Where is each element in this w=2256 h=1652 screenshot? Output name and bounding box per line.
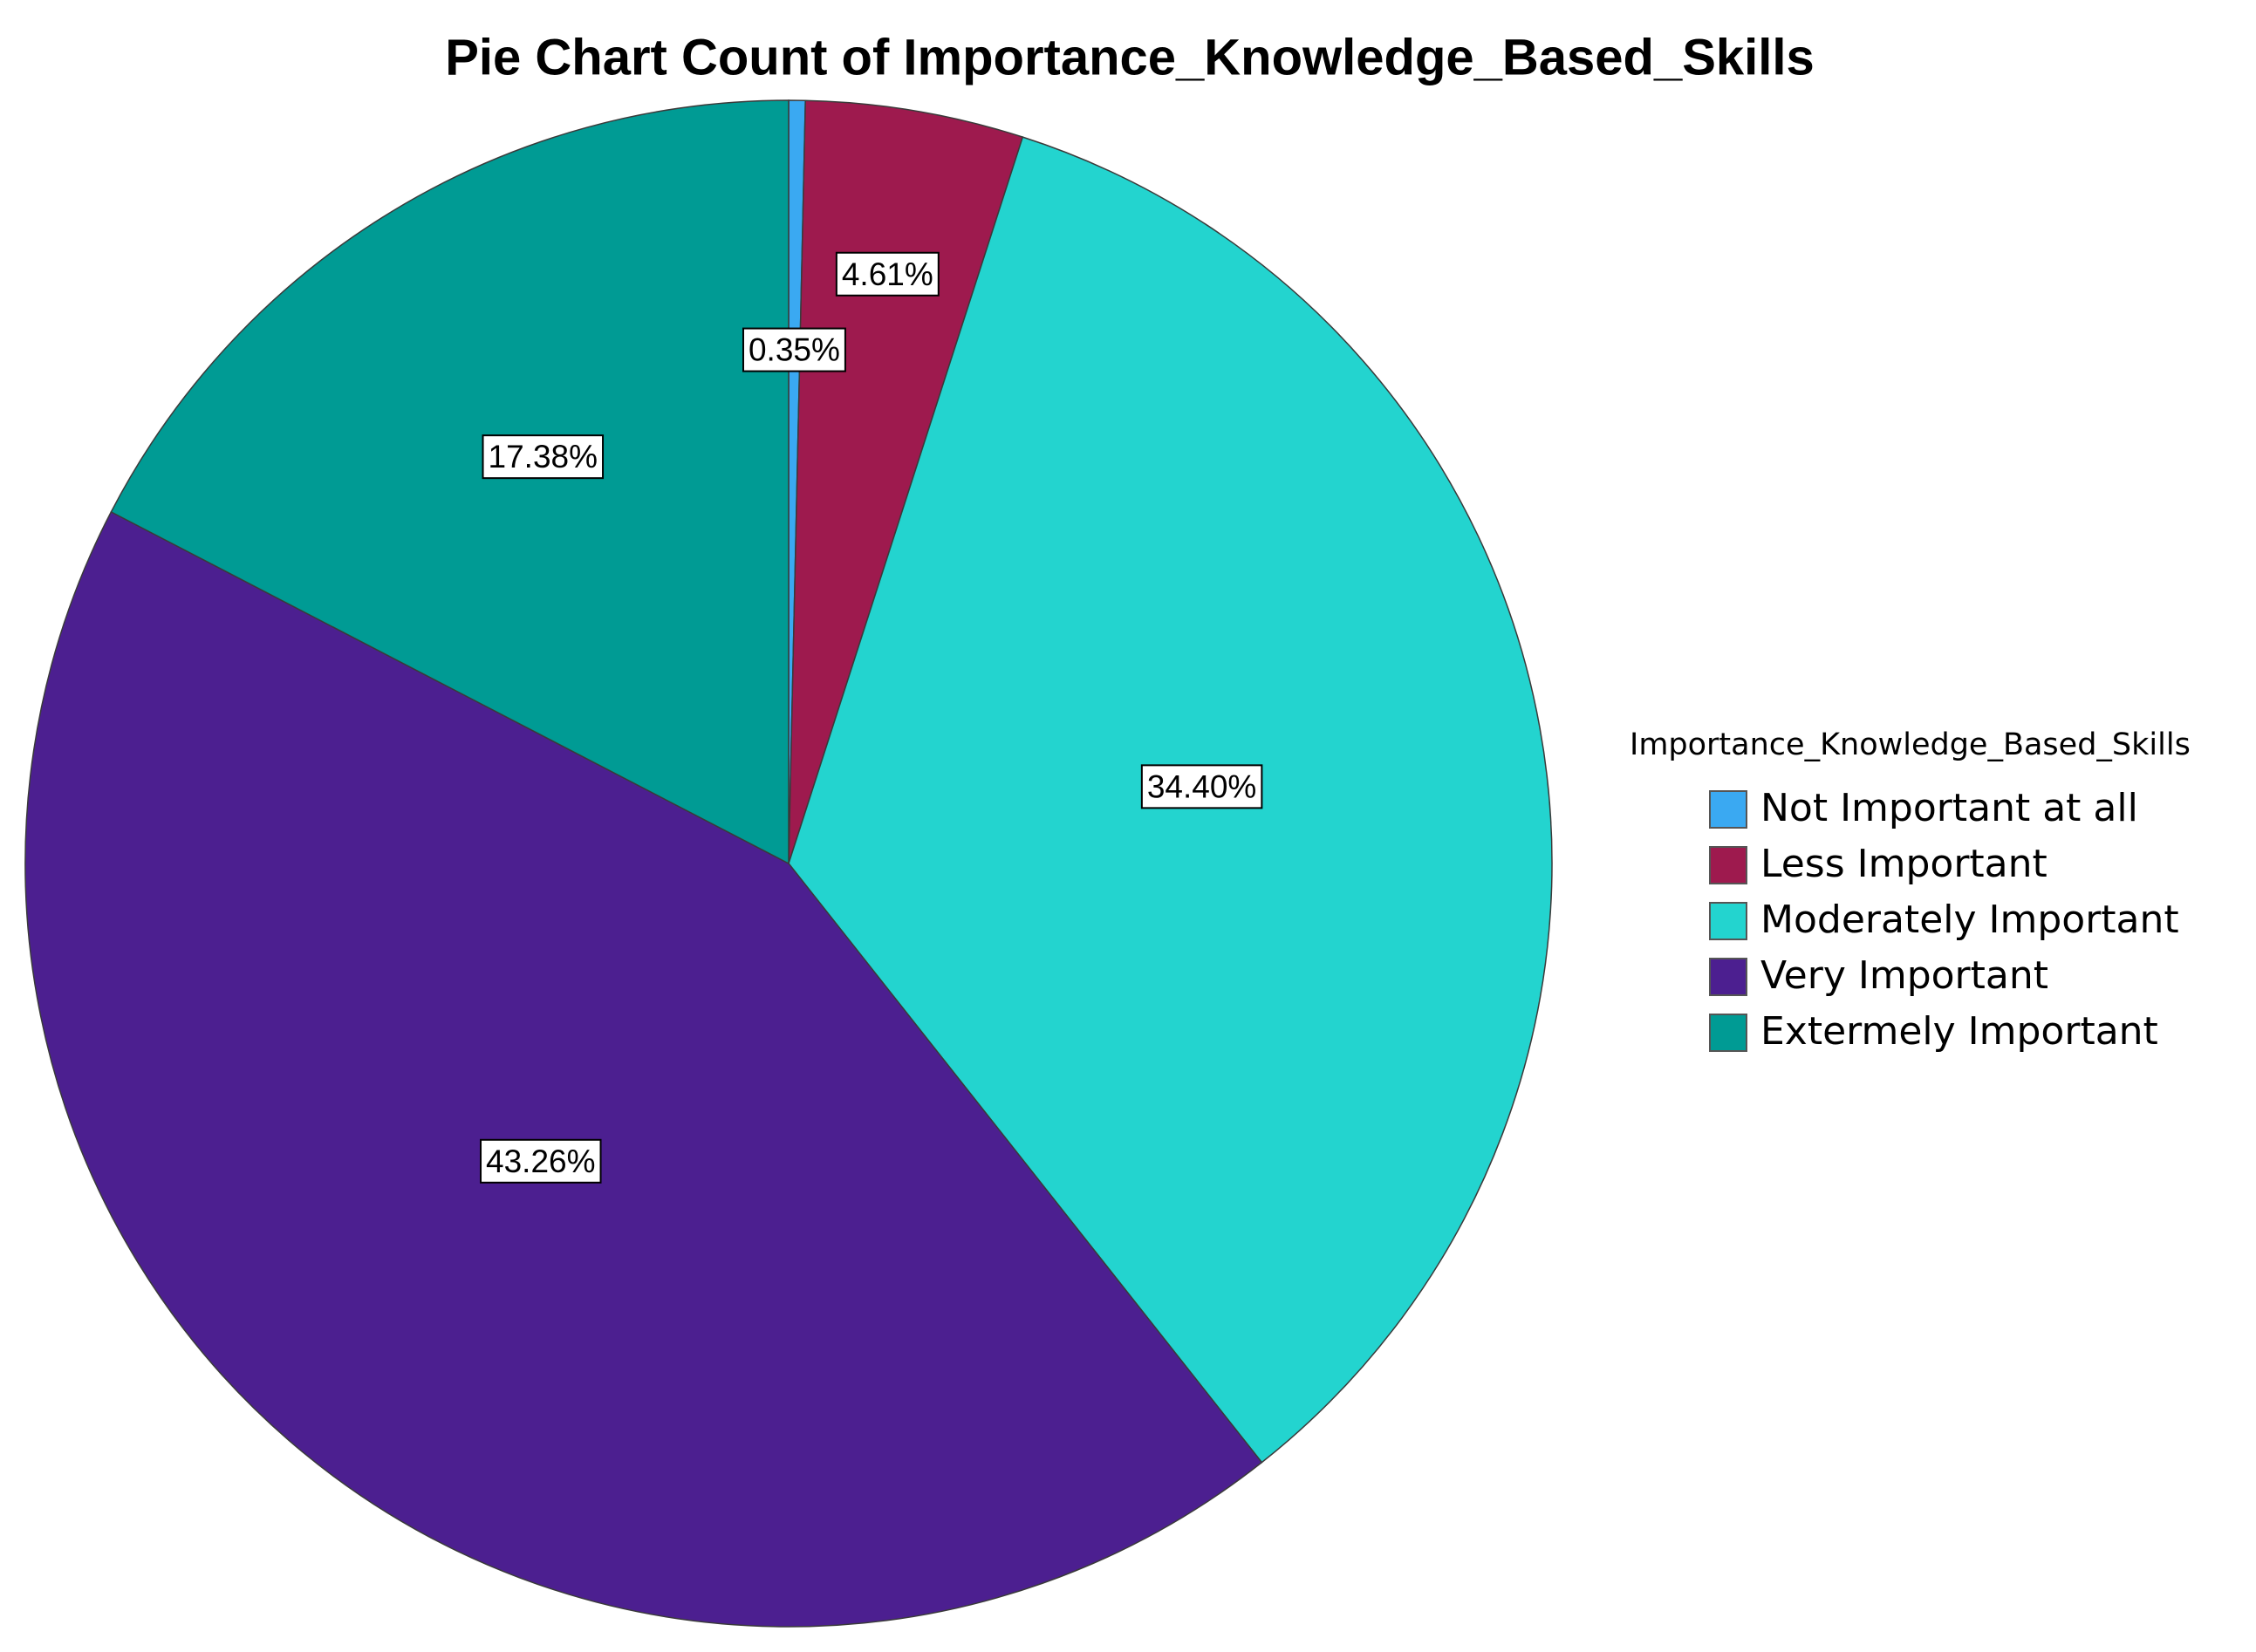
legend-label: Less Important: [1760, 842, 2047, 886]
value-label: 4.61%: [842, 256, 933, 292]
value-label: 34.40%: [1147, 768, 1257, 804]
value-label-box: [482, 434, 605, 480]
value-label-box: [835, 251, 940, 297]
legend-label: Not Important at all: [1760, 786, 2138, 830]
value-label-group: 43.26%: [480, 1138, 602, 1184]
value-label: 43.26%: [486, 1143, 596, 1179]
pie-slice: [24, 510, 1263, 1628]
pie-slice: [110, 99, 790, 865]
legend-title: Importance_Knowledge_Based_Skills: [1630, 727, 2191, 762]
value-label-group: 34.40%: [1140, 764, 1263, 809]
value-label-group: 17.38%: [482, 434, 605, 480]
legend-swatch: [1709, 902, 1747, 940]
value-label-box: [480, 1138, 602, 1184]
legend-label: Very Important: [1760, 953, 2048, 998]
value-label-group: 0.35%: [742, 327, 846, 372]
legend-swatch: [1709, 846, 1747, 884]
legend-swatch: [1709, 1014, 1747, 1052]
value-label: 0.35%: [749, 332, 840, 368]
value-label-group: 4.61%: [835, 251, 940, 297]
value-label: 17.38%: [489, 439, 598, 474]
legend-label: Moderately Important: [1760, 898, 2179, 942]
legend-swatch: [1709, 790, 1747, 829]
value-label-box: [742, 327, 846, 372]
legend-label: Extermely Important: [1760, 1009, 2158, 1054]
legend-swatch: [1709, 958, 1747, 996]
value-label-box: [1140, 764, 1263, 809]
chart-title: Pie Chart Count of Importance_Knowledge_…: [445, 29, 1815, 85]
